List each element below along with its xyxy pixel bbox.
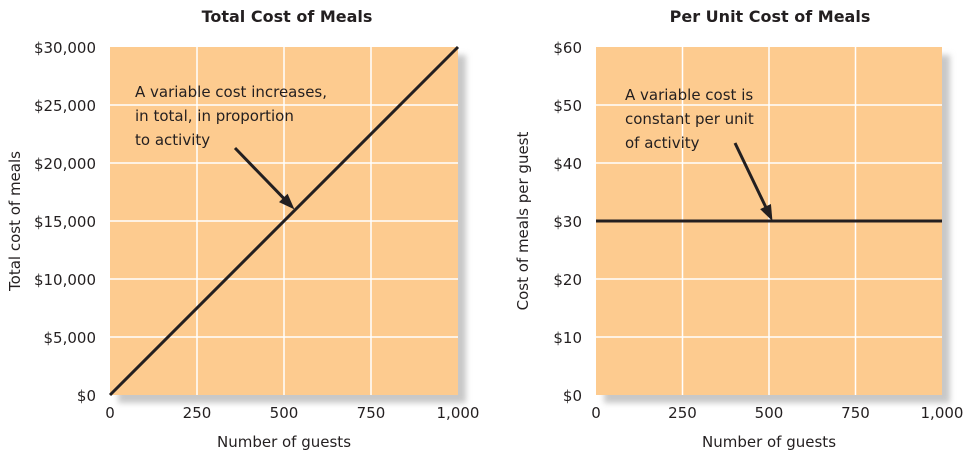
annotation-text: of activity (625, 134, 700, 152)
y-tick-label: $50 (553, 97, 582, 115)
y-tick-label: $20 (553, 271, 582, 289)
y-tick-label: $10 (553, 329, 582, 347)
x-axis-label: Number of guests (702, 433, 836, 451)
annotation-text: A variable cost is (625, 86, 753, 104)
y-tick-label: $30 (553, 213, 582, 231)
y-tick-label: $25,000 (34, 97, 96, 115)
x-tick-label: 500 (755, 404, 784, 422)
y-axis-label: Cost of meals per guest (514, 132, 532, 311)
y-tick-label: $10,000 (34, 271, 96, 289)
x-tick-label: 750 (841, 404, 870, 422)
x-tick-label: 1,000 (921, 404, 964, 422)
annotation-arrow-shaft (733, 142, 768, 210)
chart-1: Total Cost of Meals 0 250 500 750 1,000 $0 $5,0… (6, 7, 479, 451)
x-tick-label: 750 (357, 404, 386, 422)
x-tick-label: 0 (105, 404, 115, 422)
x-axis-label: Number of guests (217, 433, 351, 451)
chart-2: Per Unit Cost of Meals 0 250 500 750 1,000 $0 $… (514, 7, 963, 451)
y-tick-label: $40 (553, 155, 582, 173)
y-tick-label: $0 (77, 387, 96, 405)
series-line (108, 45, 460, 397)
annotation-text: constant per unit (625, 110, 754, 128)
x-tick-label: 250 (183, 404, 212, 422)
y-tick-label: $15,000 (34, 213, 96, 231)
chart-title: Per Unit Cost of Meals (670, 7, 871, 26)
x-tick-label: 500 (270, 404, 299, 422)
annotation-arrow-head (279, 193, 295, 210)
x-tick-label: 250 (668, 404, 697, 422)
x-tick-label: 0 (591, 404, 601, 422)
annotation-text: A variable cost increases, (135, 83, 327, 101)
y-tick-label: $30,000 (34, 39, 96, 57)
annotation-arrow-shaft (233, 146, 286, 201)
y-tick-label: $60 (553, 39, 582, 57)
chart-title: Total Cost of Meals (202, 7, 373, 26)
y-tick-label: $0 (563, 387, 582, 405)
annotation-arrow-head (760, 203, 773, 221)
y-tick-label: $20,000 (34, 155, 96, 173)
x-tick-label: 1,000 (437, 404, 480, 422)
annotation-text: in total, in proportion (135, 107, 294, 125)
annotation-text: to activity (135, 131, 210, 149)
y-axis-label: Total cost of meals (6, 151, 24, 292)
y-tick-label: $5,000 (44, 329, 97, 347)
